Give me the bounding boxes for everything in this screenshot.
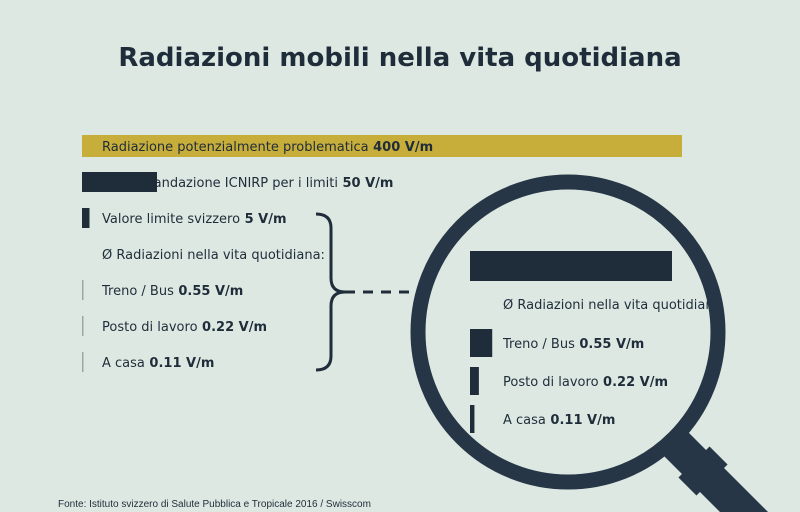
bar-6	[82, 352, 84, 372]
bar-4	[82, 280, 84, 300]
zoom-row: Posto di lavoro 0.22 V/m	[470, 367, 668, 395]
zoom-row: Ø Radiazioni nella vita quotidiana	[503, 298, 722, 313]
magnifier-lens: Valore limite svizzero 5 V/m Ø Radiazioni…	[410, 174, 726, 490]
zoom-row: A casa 0.11 V/m	[470, 405, 615, 433]
main-row: Radiazione potenzialmente problematica 4…	[82, 135, 682, 157]
zoom-bar-0	[470, 251, 672, 281]
zoom-bar-4	[470, 405, 475, 433]
main-row: Raccomandazione ICNIRP per i limiti 50 V…	[82, 172, 393, 192]
bar-label-6: A casa 0.11 V/m	[102, 356, 214, 371]
source-note: Fonte: Istituto svizzero di Salute Pubbl…	[58, 499, 371, 510]
zoom-row: Valore limite svizzero 5 V/m	[470, 251, 672, 281]
brace	[315, 212, 346, 372]
bar-1	[82, 172, 157, 192]
zoom-bar-label-4: A casa 0.11 V/m	[503, 413, 615, 428]
lens-ring	[410, 174, 726, 490]
handle-collar	[678, 446, 728, 496]
main-row: Ø Radiazioni nella vita quotidiana:	[102, 248, 325, 263]
bar-label-3: Ø Radiazioni nella vita quotidiana:	[102, 248, 325, 263]
bar-2	[82, 208, 90, 228]
chart-title: Radiazioni mobili nella vita quotidiana	[118, 43, 681, 73]
main-row: Valore limite svizzero 5 V/m	[82, 208, 287, 228]
bar-0	[82, 135, 682, 157]
zoom-bar-3	[470, 367, 479, 395]
zoom-bars: Valore limite svizzero 5 V/m Ø Radiazioni…	[470, 251, 722, 433]
main-row: A casa 0.11 V/m	[82, 352, 214, 372]
main-bars: Radiazione potenzialmente problematica 4…	[82, 135, 682, 372]
bar-label-1: Raccomandazione ICNIRP per i limiti 50 V…	[102, 176, 393, 191]
bar-label-0: Radiazione potenzialmente problematica 4…	[102, 140, 433, 155]
zoom-bar-2	[470, 329, 493, 357]
bracket-connector	[315, 212, 420, 372]
zoom-row: Treno / Bus 0.55 V/m	[470, 329, 644, 357]
zoom-bar-label-2: Treno / Bus 0.55 V/m	[502, 337, 644, 352]
bar-label-5: Posto di lavoro 0.22 V/m	[102, 320, 267, 335]
bar-5	[82, 316, 84, 336]
main-row: Posto di lavoro 0.22 V/m	[82, 316, 267, 336]
handle-grip	[655, 423, 769, 512]
bar-label-4: Treno / Bus 0.55 V/m	[101, 284, 243, 299]
zoom-bar-label-3: Posto di lavoro 0.22 V/m	[503, 375, 668, 390]
zoom-bar-label-0: Valore limite svizzero 5 V/m	[480, 260, 665, 275]
bar-label-2: Valore limite svizzero 5 V/m	[102, 212, 287, 227]
magnifier-handle	[655, 423, 769, 512]
main-row: Treno / Bus 0.55 V/m	[82, 280, 243, 300]
zoom-bar-label-1: Ø Radiazioni nella vita quotidiana	[503, 298, 722, 313]
